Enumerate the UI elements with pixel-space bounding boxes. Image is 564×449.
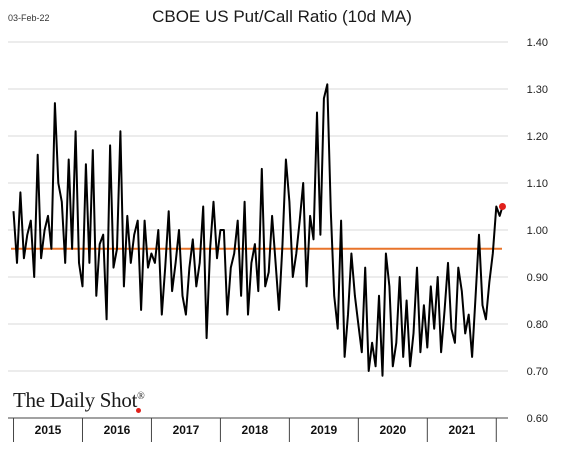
x-tick-label-2018: 2018 <box>242 423 269 437</box>
y-tick-label-7: 1.30 <box>527 84 548 96</box>
y-tick-label-8: 1.40 <box>527 37 548 49</box>
y-tick-label-3: 0.90 <box>527 272 548 284</box>
brand-name: The Daily Shot <box>13 388 138 412</box>
last-value-marker <box>498 203 506 210</box>
axes: 0.60 0.70 0.80 0.90 1.00 1.10 1.20 1.30 1.40 2015… <box>8 37 548 442</box>
x-tick-label-2016: 2016 <box>104 423 131 437</box>
brand-logo: The Daily Shot® <box>13 388 145 413</box>
chart-title: CBOE US Put/Call Ratio (10d MA) <box>152 7 412 26</box>
x-tick-label-2015: 2015 <box>35 423 62 437</box>
date-stamp: 03-Feb-22 <box>8 13 50 23</box>
grid-lines <box>8 41 508 419</box>
x-tick-label-2019: 2019 <box>311 423 338 437</box>
y-tick-label-0: 0.60 <box>527 413 548 425</box>
y-tick-label-5: 1.10 <box>527 178 548 190</box>
x-tick-label-2021: 2021 <box>448 423 475 437</box>
brand-dot <box>136 408 141 413</box>
series-layer <box>12 83 506 377</box>
y-tick-label-2: 0.80 <box>527 319 548 331</box>
y-tick-label-1: 0.70 <box>527 366 548 378</box>
brand-registered-mark: ® <box>137 391 145 402</box>
y-tick-label-6: 1.20 <box>527 131 548 143</box>
x-tick-label-2017: 2017 <box>173 423 200 437</box>
series-line-put-call-ratio <box>12 83 504 377</box>
y-tick-label-4: 1.00 <box>527 225 548 237</box>
x-tick-label-2020: 2020 <box>379 423 406 437</box>
